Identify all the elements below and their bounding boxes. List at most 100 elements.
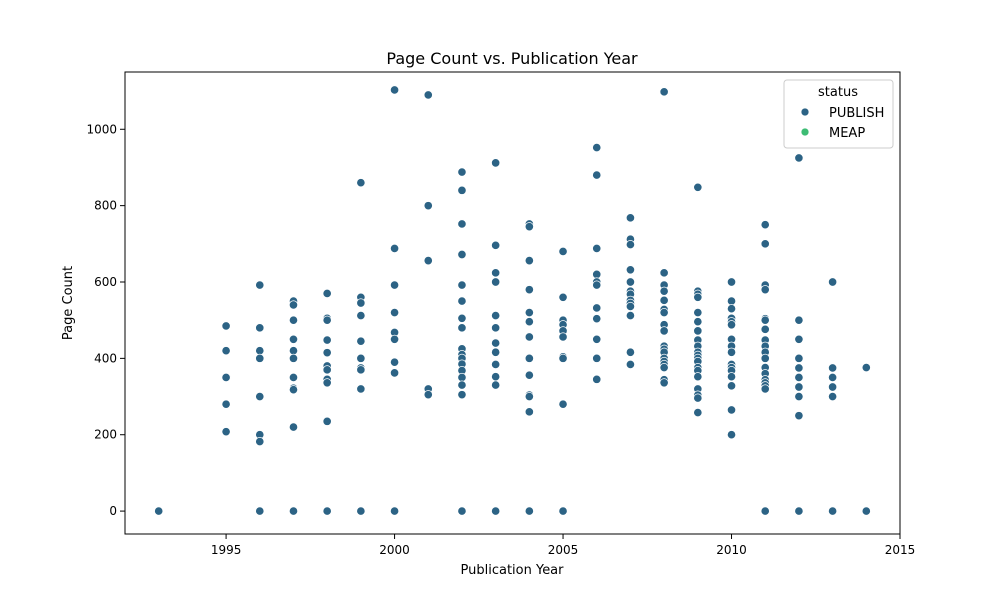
data-point-publish — [356, 178, 366, 188]
data-point-publish — [389, 85, 400, 95]
data-point-publish — [491, 277, 501, 287]
data-point-publish — [221, 427, 231, 437]
data-point-publish — [693, 307, 703, 318]
data-point-publish — [322, 315, 332, 325]
data-point-publish — [592, 334, 602, 344]
chart-title: Page Count vs. Publication Year — [386, 49, 638, 68]
data-point-publish — [524, 506, 534, 516]
legend-marker-publish — [800, 107, 810, 117]
data-point-publish — [288, 422, 299, 432]
legend-box — [783, 79, 894, 149]
data-point-publish — [322, 365, 332, 375]
data-point-publish — [389, 506, 400, 516]
legend-marker-meap — [800, 127, 810, 137]
data-point-publish — [794, 315, 804, 325]
data-point-publish — [828, 363, 838, 373]
data-point-publish — [726, 430, 737, 440]
data-point-publish — [794, 153, 804, 163]
data-point-publish — [794, 411, 804, 421]
data-point-publish — [760, 285, 770, 295]
data-point-publish — [659, 307, 669, 318]
data-point-publish — [861, 506, 871, 516]
data-point-publish — [154, 506, 164, 516]
data-point-publish — [457, 506, 467, 516]
data-point-publish — [592, 314, 602, 324]
data-point-publish — [457, 296, 467, 306]
data-point-publish — [558, 506, 568, 516]
data-point-publish — [491, 268, 501, 278]
data-point-publish — [760, 324, 770, 334]
data-point-publish — [356, 506, 366, 516]
data-point-publish — [592, 170, 602, 180]
data-point-publish — [491, 323, 501, 333]
y-axis-label: Page Count — [61, 266, 76, 340]
data-point-publish — [861, 362, 871, 373]
data-point-publish — [659, 326, 669, 336]
data-point-publish — [255, 353, 265, 363]
data-point-publish — [457, 280, 467, 290]
data-point-publish — [255, 280, 265, 290]
data-point-publish — [255, 506, 265, 516]
data-point-publish — [255, 391, 265, 402]
data-point-publish — [491, 338, 501, 348]
data-point-publish — [592, 303, 602, 313]
data-point-publish — [828, 382, 838, 392]
data-point-publish — [389, 307, 400, 318]
data-point-publish — [255, 346, 265, 356]
data-point-publish — [457, 380, 467, 390]
data-point-publish — [828, 506, 838, 516]
data-point-publish — [625, 301, 636, 312]
data-point-publish — [423, 256, 433, 266]
data-point-publish — [659, 87, 669, 97]
data-point-publish — [693, 292, 703, 302]
data-point-publish — [255, 323, 265, 333]
data-point-publish — [322, 288, 332, 299]
data-point-publish — [592, 143, 602, 153]
plot-area — [124, 71, 901, 535]
data-point-publish — [760, 384, 770, 394]
data-point-publish — [288, 372, 299, 383]
data-point-publish — [423, 90, 433, 100]
data-point-publish — [558, 399, 568, 409]
data-point-publish — [726, 296, 737, 306]
data-point-publish — [491, 359, 501, 370]
data-point-publish — [491, 506, 501, 516]
data-point-publish — [389, 357, 400, 367]
data-point-publish — [726, 372, 737, 382]
data-point-publish — [693, 326, 703, 336]
data-point-publish — [524, 391, 534, 402]
data-point-publish — [288, 300, 299, 310]
data-point-publish — [760, 220, 770, 230]
x-tick-label: 2010 — [716, 543, 747, 557]
data-point-publish — [592, 374, 602, 384]
data-point-publish — [659, 286, 669, 296]
data-point-publish — [221, 399, 231, 409]
data-point-publish — [659, 378, 669, 388]
data-point-publish — [491, 311, 501, 321]
data-point-publish — [423, 390, 433, 400]
y-tick-label: 200 — [94, 428, 117, 442]
x-axis-ticks: 1995 2000 2005 2010 2015 — [211, 534, 915, 557]
data-point-publish — [356, 365, 366, 375]
data-point-publish — [389, 334, 400, 344]
data-point-publish — [322, 335, 332, 345]
data-point-publish — [356, 336, 366, 346]
legend-label-meap: MEAP — [829, 126, 865, 141]
data-point-publish — [760, 506, 770, 516]
y-tick-label: 1000 — [86, 122, 117, 136]
data-point-publish — [693, 317, 703, 327]
data-point-publish — [726, 405, 737, 415]
legend: status PUBLISH MEAP — [783, 79, 894, 149]
data-point-publish — [659, 295, 669, 305]
data-point-publish — [524, 285, 534, 295]
axes-frame — [124, 71, 901, 535]
data-point-publish — [389, 280, 400, 290]
data-point-publish — [625, 311, 636, 321]
data-point-publish — [322, 348, 332, 358]
data-point-publish — [625, 240, 636, 250]
data-point-publish — [726, 381, 737, 391]
data-point-publish — [491, 240, 501, 250]
data-point-publish — [726, 347, 737, 357]
legend-label-publish: PUBLISH — [829, 106, 884, 121]
